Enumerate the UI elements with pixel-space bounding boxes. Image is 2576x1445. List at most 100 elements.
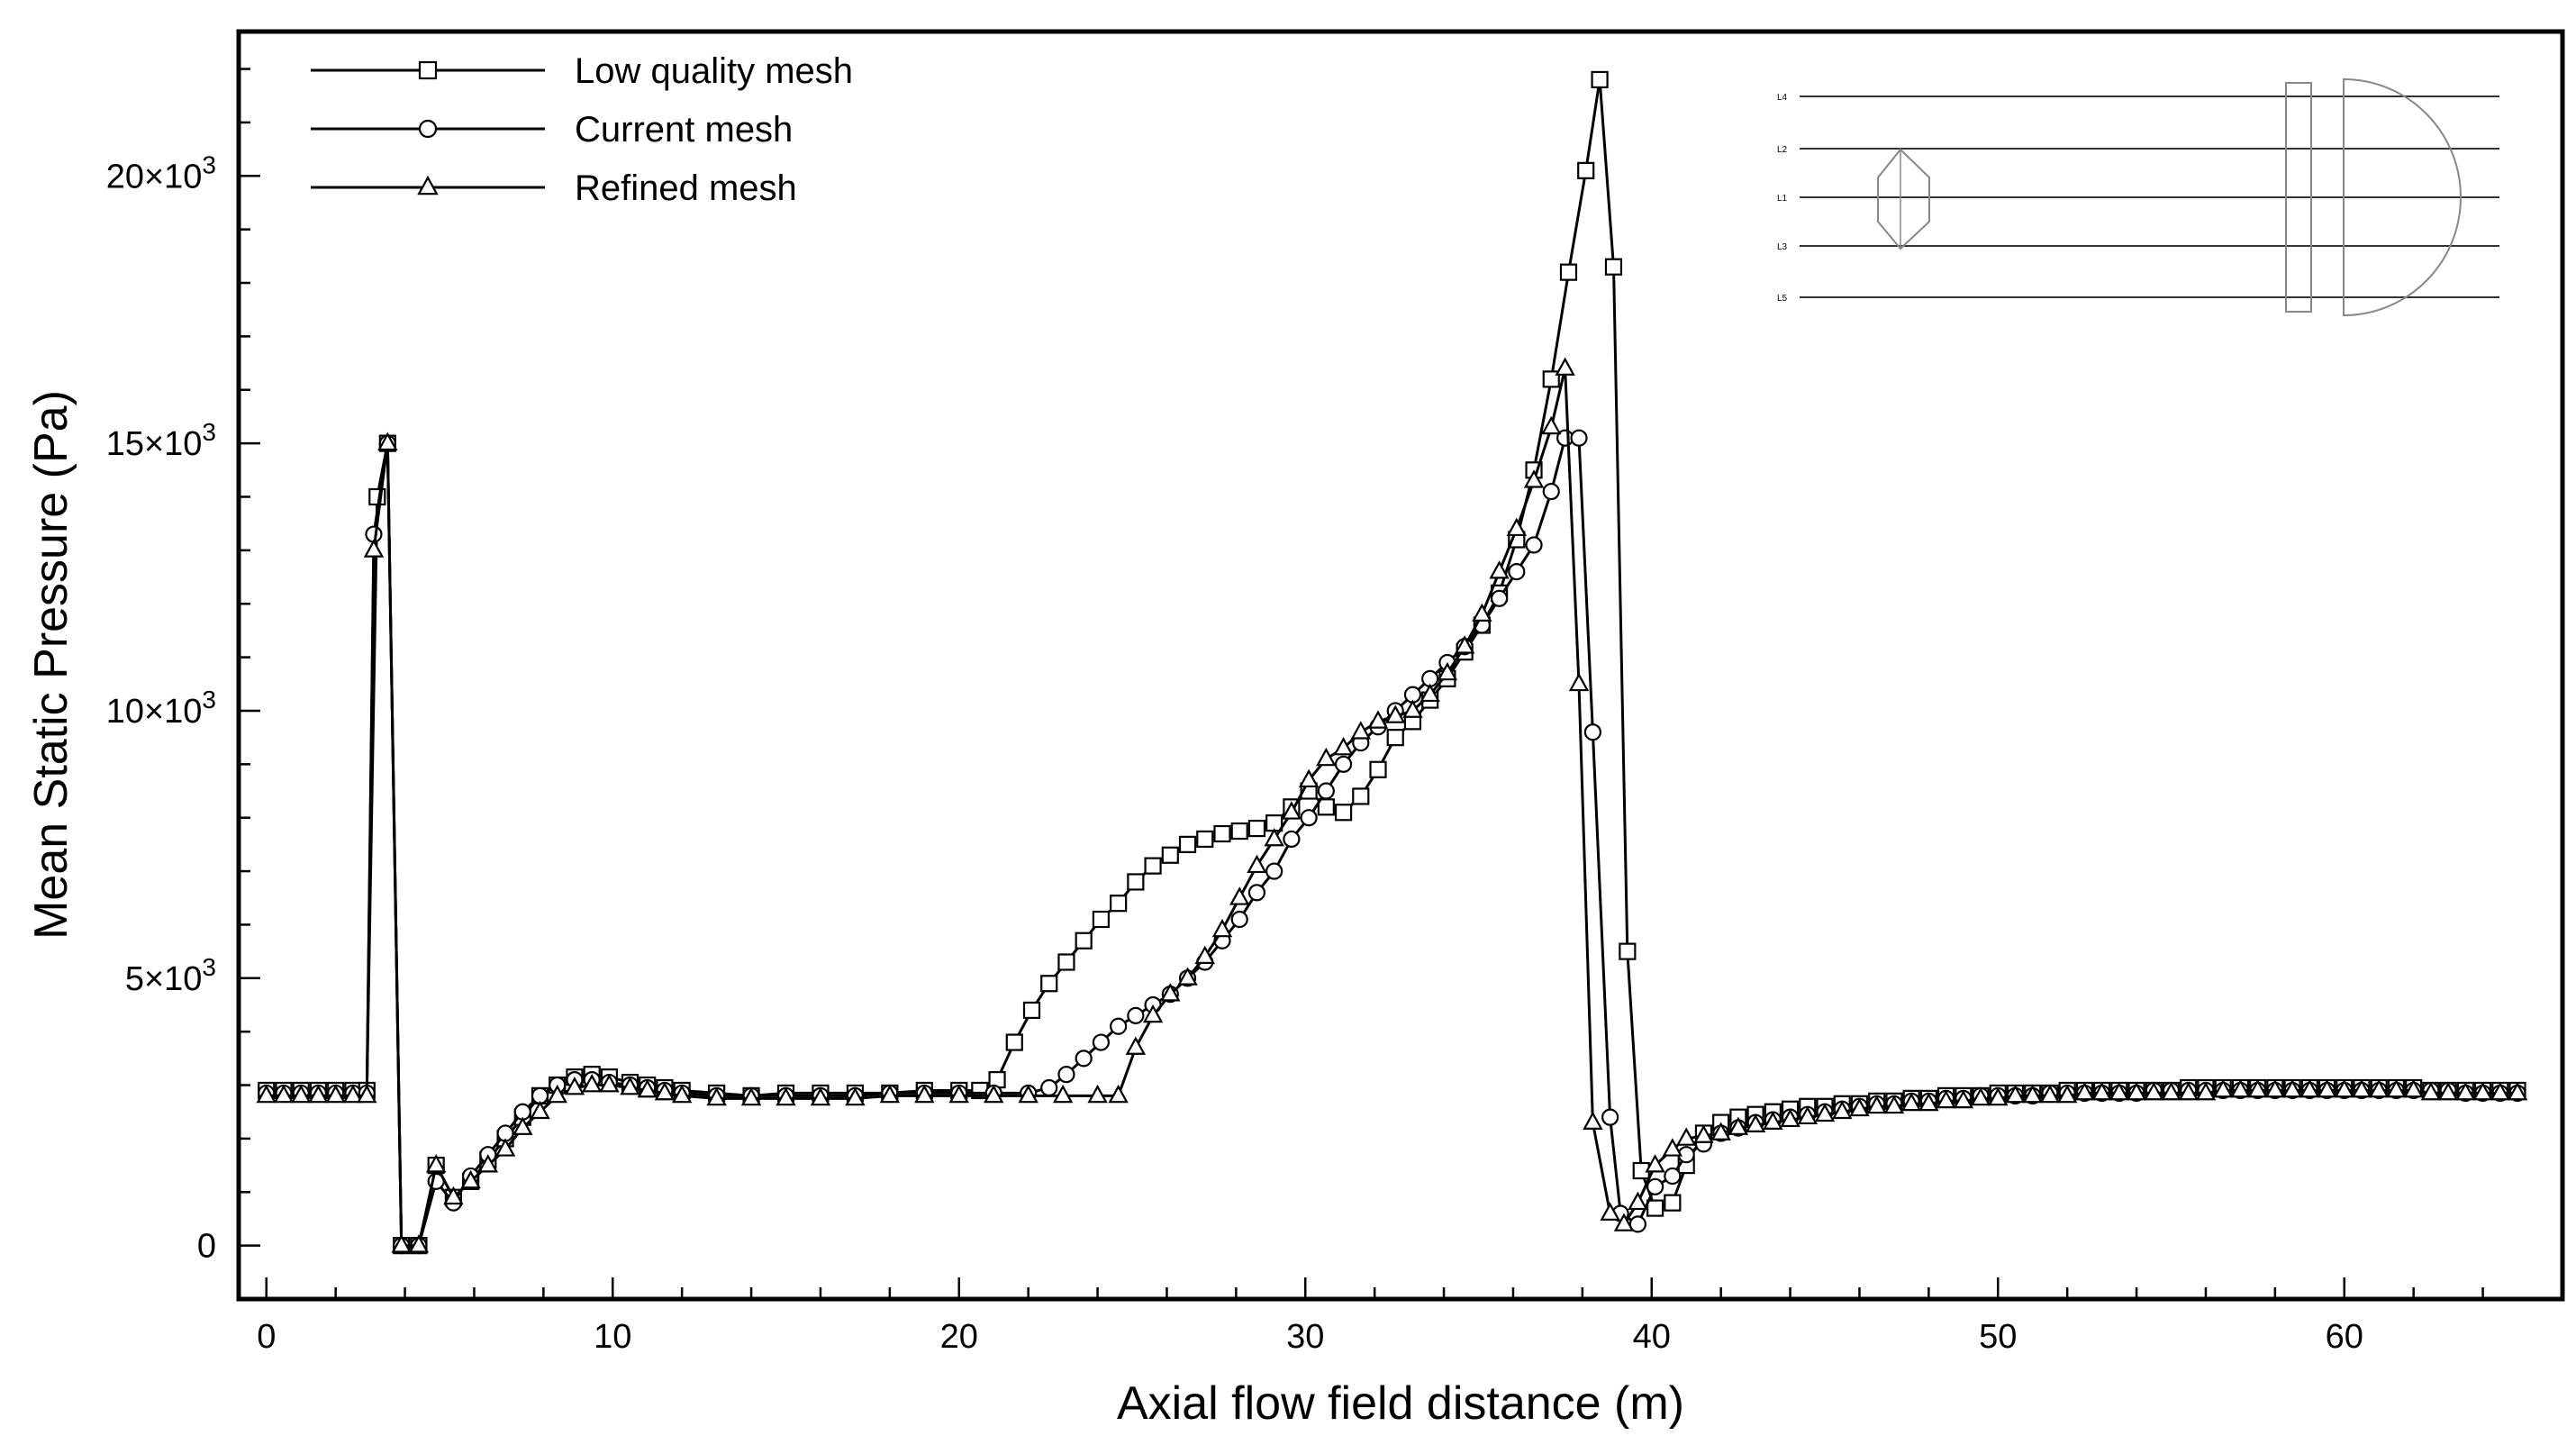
triangle-marker — [477, 1154, 499, 1173]
square-marker — [418, 60, 438, 80]
triangle-marker — [2281, 1078, 2303, 1098]
triangle-marker — [512, 1116, 533, 1135]
circle-marker — [1525, 536, 1543, 554]
triangle-marker — [1710, 1122, 1731, 1141]
triangle-marker — [443, 1186, 464, 1205]
circle-marker — [1508, 563, 1526, 581]
series-layer — [256, 70, 2528, 1255]
triangle-marker — [2507, 1081, 2528, 1101]
triangle-marker — [1814, 1103, 1836, 1122]
triangle-marker — [2126, 1081, 2147, 1101]
triangle-marker — [2178, 1081, 2199, 1101]
square-marker — [1604, 258, 1623, 276]
square-marker — [1334, 804, 1353, 822]
triangle-marker — [740, 1086, 762, 1106]
triangle-marker — [564, 1077, 585, 1095]
circle-marker — [1040, 1078, 1058, 1097]
triangle-marker — [1052, 1084, 1074, 1104]
square-marker — [1092, 910, 1111, 929]
triangle-marker — [1247, 854, 1267, 874]
triangle-marker — [1555, 357, 1575, 376]
circle-marker — [1265, 862, 1283, 880]
triangle-marker — [2420, 1081, 2442, 1101]
inset-line-label: L1 — [1777, 194, 1788, 204]
y-axis-title: Mean Static Pressure (Pa) — [25, 390, 77, 940]
y-tick-base: 0 — [197, 1228, 216, 1266]
triangle-marker — [325, 1084, 346, 1104]
x-tick-label: 60 — [2326, 1318, 2363, 1356]
square-marker — [1542, 370, 1560, 388]
x-tick-label: 50 — [1979, 1318, 2017, 1356]
triangle-marker — [1936, 1089, 1956, 1109]
triangle-marker — [1988, 1086, 2009, 1106]
triangle-marker — [2022, 1084, 2043, 1104]
triangle-marker — [1018, 1084, 1039, 1104]
triangle-marker — [494, 1138, 516, 1157]
triangle-marker — [1600, 1202, 1620, 1221]
legend: Low quality mesh Current mesh Refined mesh — [311, 51, 853, 208]
y-tick-label: 15×103 — [106, 418, 216, 463]
triangle-marker — [1780, 1108, 1800, 1128]
square-marker — [1022, 1001, 1041, 1020]
y-tick-exponent: 3 — [202, 953, 216, 981]
y-tick-label: 20×103 — [106, 150, 216, 195]
geometry-inset-diagram: L4 L2 L1 L3 L5 — [1777, 77, 2499, 317]
triangle-marker — [599, 1074, 620, 1093]
square-marker — [1178, 835, 1197, 853]
y-tick-exponent: 3 — [202, 150, 216, 178]
triangle-marker — [2264, 1078, 2286, 1098]
square-marker — [1577, 161, 1595, 179]
triangle-marker — [391, 1234, 412, 1253]
triangle-marker — [2455, 1081, 2476, 1101]
triangle-marker — [1568, 672, 1590, 692]
triangle-marker — [1676, 1127, 1697, 1146]
circle-marker — [1628, 1215, 1646, 1233]
triangle-marker — [2351, 1078, 2372, 1098]
triangle-marker — [879, 1084, 901, 1104]
circle-marker — [1127, 1006, 1145, 1024]
triangle-marker — [1472, 603, 1492, 623]
inset-plate — [2285, 82, 2312, 313]
triangle-marker — [1087, 1084, 1108, 1104]
triangle-marker — [1316, 747, 1337, 767]
inset-line-label: L2 — [1777, 145, 1788, 155]
triangle-marker — [1420, 683, 1440, 703]
circle-marker — [1646, 1177, 1664, 1195]
circle-marker — [1570, 429, 1588, 447]
circle-marker — [1490, 589, 1509, 607]
triangle-marker — [671, 1084, 693, 1104]
y-tick-exponent: 3 — [202, 418, 216, 446]
square-marker — [1646, 1199, 1664, 1217]
triangle-marker — [1797, 1105, 1818, 1125]
triangle-marker — [1693, 1124, 1714, 1143]
x-tick-label: 20 — [940, 1318, 978, 1356]
triangle-marker — [2039, 1084, 2061, 1104]
y-tick-base: 15×10 — [106, 425, 203, 463]
triangle-marker — [2437, 1081, 2459, 1101]
triangle-marker — [1454, 635, 1475, 654]
triangle-marker — [1142, 1004, 1164, 1023]
triangle-marker — [1763, 1111, 1783, 1130]
square-marker — [1352, 787, 1370, 805]
triangle-marker — [1160, 983, 1181, 1002]
x-tick-label: 30 — [1286, 1318, 1324, 1356]
triangle-marker — [1645, 1154, 1665, 1173]
triangle-marker — [776, 1086, 796, 1106]
x-tick-label: 0 — [257, 1318, 276, 1356]
triangle-marker — [460, 1169, 481, 1189]
triangle-marker — [1298, 768, 1320, 788]
legend-item: Refined mesh — [311, 168, 797, 208]
circle-marker — [1542, 482, 1560, 501]
legend-label: Low quality mesh — [575, 51, 853, 91]
triangle-marker — [290, 1084, 312, 1104]
triangle-marker — [2056, 1084, 2078, 1104]
x-axis-title: Axial flow field distance (m) — [1117, 1377, 1684, 1430]
square-marker — [1369, 760, 1387, 778]
triangle-marker — [1918, 1092, 1939, 1112]
inset-line-label: L3 — [1777, 242, 1788, 252]
legend-item: Low quality mesh — [311, 51, 853, 91]
triangle-marker — [1883, 1095, 1905, 1114]
triangle-marker — [2074, 1081, 2095, 1101]
square-marker — [1057, 953, 1075, 971]
